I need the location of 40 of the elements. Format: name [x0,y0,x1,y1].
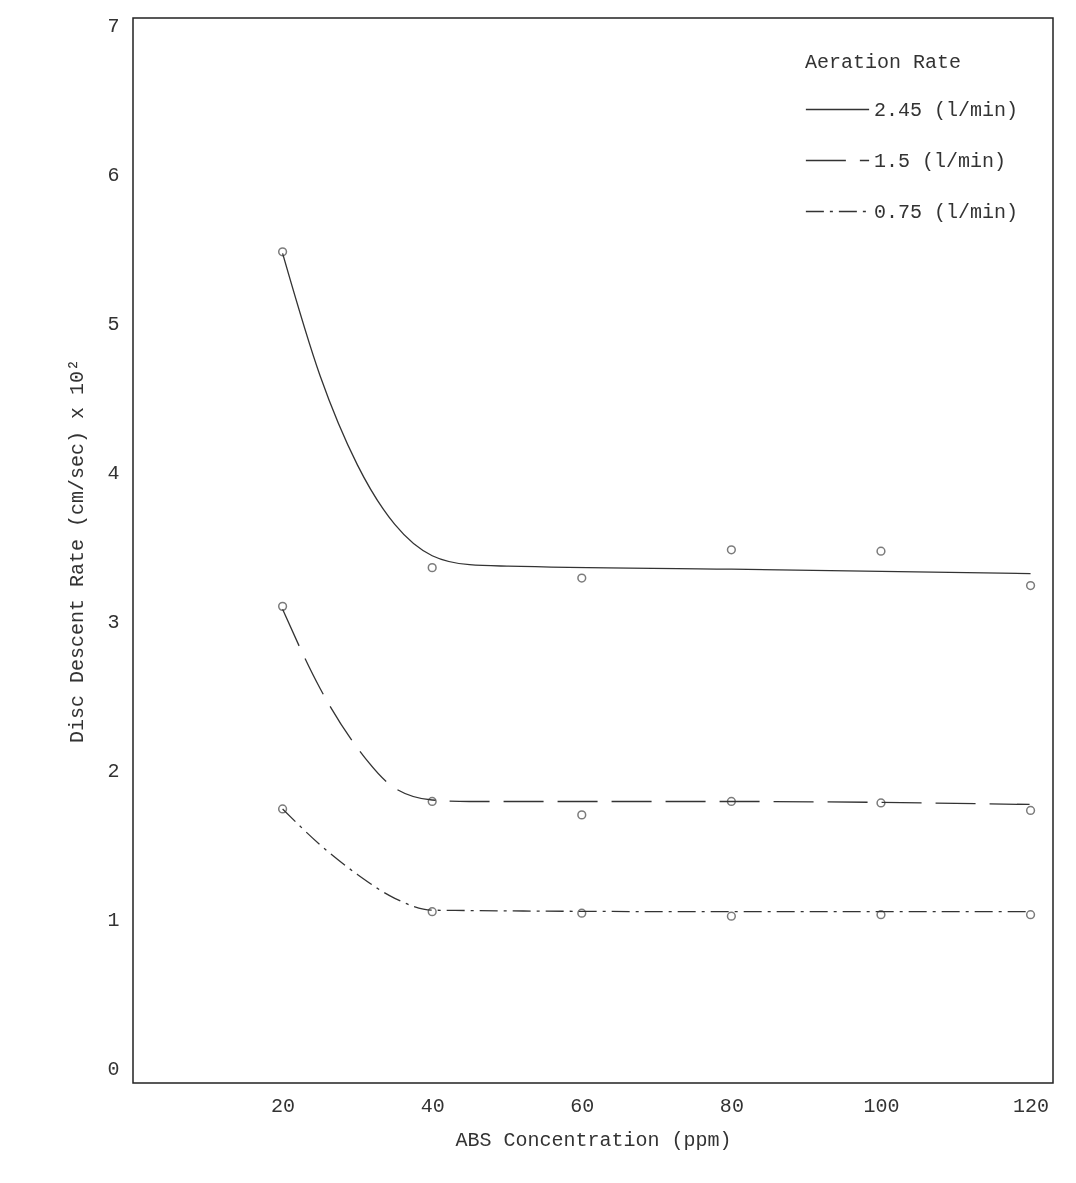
point [1025,580,1036,591]
legend-label: 0.75 (l/min) [874,200,1019,224]
y-tick-label: 2 [107,759,120,783]
y-axis-title: Disc Descent Rate (cm/sec) x 10² [66,358,90,744]
point [876,910,886,920]
point [277,601,288,611]
y-tick-label: 6 [107,163,120,187]
y-tick-label: 3 [107,610,120,634]
point [427,907,437,917]
legend-title: Aeration Rate [805,51,962,74]
line-series [281,608,1032,806]
point [277,804,288,814]
x-tick-label: 80 [719,1094,744,1118]
x-tick-label: 120 [1013,1094,1050,1118]
point [876,546,886,556]
y-tick-label: 1 [107,908,120,932]
point [577,573,587,583]
legend-label: 2.45 (l/min) [874,98,1019,122]
point [726,796,736,807]
x-tick-label: 100 [863,1094,900,1118]
line-series [281,252,1032,575]
x-tick-label: 60 [570,1094,595,1118]
y-tick-label: 4 [107,461,120,485]
y-tick-label: 0 [107,1057,120,1081]
point [1025,910,1036,920]
point [277,247,288,257]
point [577,810,587,820]
legend-label: 1.5 (l/min) [874,149,1007,173]
point [726,545,736,555]
point [427,563,437,573]
y-tick-label: 5 [107,312,120,336]
point [1025,805,1036,816]
point [427,796,437,807]
y-tick-label: 7 [107,14,120,38]
point [876,798,886,808]
point [577,908,587,918]
x-tick-label: 20 [271,1094,296,1118]
x-tick-label: 40 [420,1094,445,1118]
x-axis-title: ABS Concentration (ppm) [455,1128,732,1152]
point [726,911,736,921]
